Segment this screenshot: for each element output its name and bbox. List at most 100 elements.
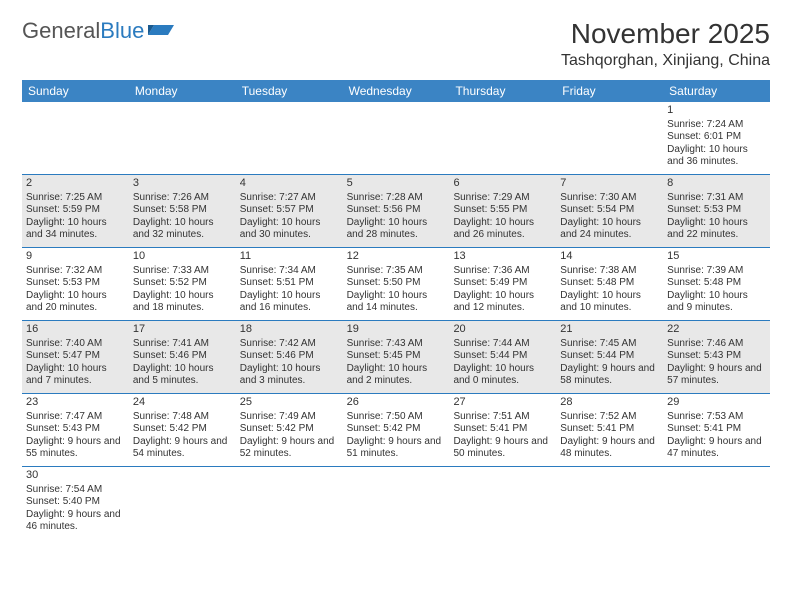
day-cell: 2Sunrise: 7:25 AMSunset: 5:59 PMDaylight… xyxy=(22,175,129,247)
day-cell: 11Sunrise: 7:34 AMSunset: 5:51 PMDayligh… xyxy=(236,248,343,320)
sunset-line: Sunset: 5:50 PM xyxy=(347,277,446,290)
day-number: 27 xyxy=(453,396,552,410)
day-number: 29 xyxy=(667,396,766,410)
sunset-line: Sunset: 5:53 PM xyxy=(26,277,125,290)
empty-cell xyxy=(236,467,343,539)
day-cell: 9Sunrise: 7:32 AMSunset: 5:53 PMDaylight… xyxy=(22,248,129,320)
day-number: 11 xyxy=(240,250,339,264)
week-row: 1Sunrise: 7:24 AMSunset: 6:01 PMDaylight… xyxy=(22,102,770,175)
sunset-line: Sunset: 5:43 PM xyxy=(667,350,766,363)
day-number: 23 xyxy=(26,396,125,410)
sunrise-line: Sunrise: 7:38 AM xyxy=(560,265,659,278)
sunrise-line: Sunrise: 7:46 AM xyxy=(667,338,766,351)
sunset-line: Sunset: 5:53 PM xyxy=(667,204,766,217)
sunrise-line: Sunrise: 7:51 AM xyxy=(453,411,552,424)
empty-cell xyxy=(556,467,663,539)
empty-cell xyxy=(449,102,556,174)
day-number: 22 xyxy=(667,323,766,337)
daylight-line: Daylight: 10 hours and 36 minutes. xyxy=(667,144,766,169)
sunrise-line: Sunrise: 7:50 AM xyxy=(347,411,446,424)
empty-cell xyxy=(343,467,450,539)
day-cell: 25Sunrise: 7:49 AMSunset: 5:42 PMDayligh… xyxy=(236,394,343,466)
week-row: 2Sunrise: 7:25 AMSunset: 5:59 PMDaylight… xyxy=(22,175,770,248)
daylight-line: Daylight: 10 hours and 12 minutes. xyxy=(453,290,552,315)
sunset-line: Sunset: 5:42 PM xyxy=(240,423,339,436)
day-number: 24 xyxy=(133,396,232,410)
title-block: November 2025 Tashqorghan, Xinjiang, Chi… xyxy=(561,18,770,70)
day-number: 7 xyxy=(560,177,659,191)
day-number: 12 xyxy=(347,250,446,264)
sunrise-line: Sunrise: 7:31 AM xyxy=(667,192,766,205)
day-number: 2 xyxy=(26,177,125,191)
sunset-line: Sunset: 5:55 PM xyxy=(453,204,552,217)
weekday-sunday: Sunday xyxy=(22,80,129,102)
sunset-line: Sunset: 5:46 PM xyxy=(240,350,339,363)
day-number: 25 xyxy=(240,396,339,410)
sunrise-line: Sunrise: 7:52 AM xyxy=(560,411,659,424)
sunrise-line: Sunrise: 7:41 AM xyxy=(133,338,232,351)
day-cell: 19Sunrise: 7:43 AMSunset: 5:45 PMDayligh… xyxy=(343,321,450,393)
daylight-line: Daylight: 10 hours and 32 minutes. xyxy=(133,217,232,242)
sunrise-line: Sunrise: 7:48 AM xyxy=(133,411,232,424)
sunrise-line: Sunrise: 7:32 AM xyxy=(26,265,125,278)
sunset-line: Sunset: 5:48 PM xyxy=(560,277,659,290)
daylight-line: Daylight: 10 hours and 30 minutes. xyxy=(240,217,339,242)
sunset-line: Sunset: 5:49 PM xyxy=(453,277,552,290)
daylight-line: Daylight: 9 hours and 48 minutes. xyxy=(560,436,659,461)
daylight-line: Daylight: 10 hours and 26 minutes. xyxy=(453,217,552,242)
day-cell: 13Sunrise: 7:36 AMSunset: 5:49 PMDayligh… xyxy=(449,248,556,320)
sunrise-line: Sunrise: 7:28 AM xyxy=(347,192,446,205)
sunrise-line: Sunrise: 7:29 AM xyxy=(453,192,552,205)
daylight-line: Daylight: 10 hours and 28 minutes. xyxy=(347,217,446,242)
sunrise-line: Sunrise: 7:27 AM xyxy=(240,192,339,205)
day-number: 6 xyxy=(453,177,552,191)
day-cell: 29Sunrise: 7:53 AMSunset: 5:41 PMDayligh… xyxy=(663,394,770,466)
sunset-line: Sunset: 5:59 PM xyxy=(26,204,125,217)
day-cell: 14Sunrise: 7:38 AMSunset: 5:48 PMDayligh… xyxy=(556,248,663,320)
sunrise-line: Sunrise: 7:30 AM xyxy=(560,192,659,205)
daylight-line: Daylight: 10 hours and 0 minutes. xyxy=(453,363,552,388)
sunrise-line: Sunrise: 7:26 AM xyxy=(133,192,232,205)
sunset-line: Sunset: 5:54 PM xyxy=(560,204,659,217)
weekday-tuesday: Tuesday xyxy=(236,80,343,102)
sunset-line: Sunset: 5:46 PM xyxy=(133,350,232,363)
sunrise-line: Sunrise: 7:33 AM xyxy=(133,265,232,278)
sunset-line: Sunset: 5:42 PM xyxy=(347,423,446,436)
day-number: 3 xyxy=(133,177,232,191)
daylight-line: Daylight: 10 hours and 34 minutes. xyxy=(26,217,125,242)
daylight-line: Daylight: 10 hours and 2 minutes. xyxy=(347,363,446,388)
sunrise-line: Sunrise: 7:39 AM xyxy=(667,265,766,278)
day-cell: 17Sunrise: 7:41 AMSunset: 5:46 PMDayligh… xyxy=(129,321,236,393)
day-number: 19 xyxy=(347,323,446,337)
sunrise-line: Sunrise: 7:25 AM xyxy=(26,192,125,205)
day-number: 30 xyxy=(26,469,125,483)
weekday-friday: Friday xyxy=(556,80,663,102)
sunrise-line: Sunrise: 7:34 AM xyxy=(240,265,339,278)
day-cell: 18Sunrise: 7:42 AMSunset: 5:46 PMDayligh… xyxy=(236,321,343,393)
day-cell: 27Sunrise: 7:51 AMSunset: 5:41 PMDayligh… xyxy=(449,394,556,466)
daylight-line: Daylight: 10 hours and 24 minutes. xyxy=(560,217,659,242)
day-cell: 15Sunrise: 7:39 AMSunset: 5:48 PMDayligh… xyxy=(663,248,770,320)
day-number: 17 xyxy=(133,323,232,337)
sunrise-line: Sunrise: 7:54 AM xyxy=(26,484,125,497)
day-number: 15 xyxy=(667,250,766,264)
day-number: 14 xyxy=(560,250,659,264)
sunset-line: Sunset: 5:57 PM xyxy=(240,204,339,217)
daylight-line: Daylight: 10 hours and 16 minutes. xyxy=(240,290,339,315)
day-cell: 21Sunrise: 7:45 AMSunset: 5:44 PMDayligh… xyxy=(556,321,663,393)
empty-cell xyxy=(129,102,236,174)
day-cell: 1Sunrise: 7:24 AMSunset: 6:01 PMDaylight… xyxy=(663,102,770,174)
daylight-line: Daylight: 9 hours and 46 minutes. xyxy=(26,509,125,534)
day-cell: 20Sunrise: 7:44 AMSunset: 5:44 PMDayligh… xyxy=(449,321,556,393)
daylight-line: Daylight: 10 hours and 5 minutes. xyxy=(133,363,232,388)
logo: GeneralBlue xyxy=(22,18,174,44)
weekday-monday: Monday xyxy=(129,80,236,102)
week-row: 23Sunrise: 7:47 AMSunset: 5:43 PMDayligh… xyxy=(22,394,770,467)
daylight-line: Daylight: 9 hours and 54 minutes. xyxy=(133,436,232,461)
sunset-line: Sunset: 5:44 PM xyxy=(453,350,552,363)
day-number: 18 xyxy=(240,323,339,337)
day-cell: 24Sunrise: 7:48 AMSunset: 5:42 PMDayligh… xyxy=(129,394,236,466)
day-cell: 7Sunrise: 7:30 AMSunset: 5:54 PMDaylight… xyxy=(556,175,663,247)
daylight-line: Daylight: 10 hours and 14 minutes. xyxy=(347,290,446,315)
weekday-wednesday: Wednesday xyxy=(343,80,450,102)
